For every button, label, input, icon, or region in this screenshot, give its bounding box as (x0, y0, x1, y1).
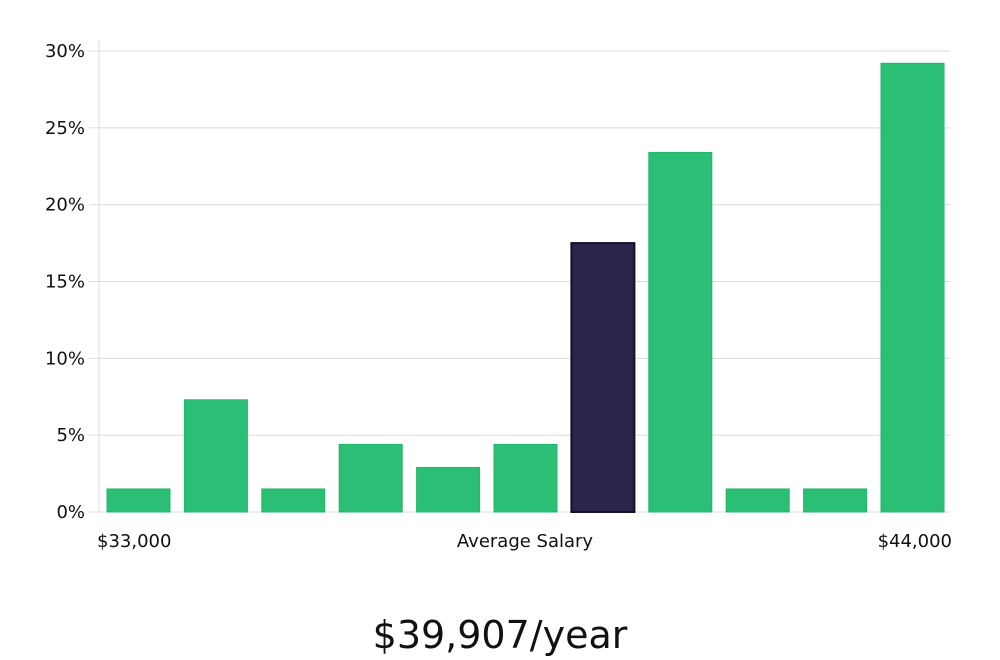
x-min-label: $33,000 (97, 531, 171, 552)
x-axis-title: Average Salary (457, 531, 594, 552)
y-tick-label: 0% (56, 502, 85, 523)
bar (183, 399, 248, 513)
x-max-label: $44,000 (878, 531, 952, 552)
bar (338, 443, 403, 513)
bar (725, 488, 790, 513)
bar (261, 488, 326, 513)
bar-highlighted (570, 242, 636, 513)
y-tick-labels: 0% 5% 10% 15% 20% 25% 30% (45, 41, 85, 523)
bar (106, 488, 171, 513)
bar (416, 466, 481, 513)
y-tick-label: 5% (56, 425, 85, 446)
bar (648, 151, 713, 513)
y-tick-label: 25% (45, 118, 85, 139)
y-tick-label: 15% (45, 272, 85, 293)
bars (106, 62, 945, 513)
bar (803, 488, 868, 513)
bar (880, 62, 945, 513)
bar (493, 443, 558, 513)
y-tick-label: 10% (45, 348, 85, 369)
y-tick-label: 30% (45, 41, 85, 62)
y-tick-label: 20% (45, 195, 85, 216)
average-salary-summary: $39,907/year (373, 613, 628, 657)
